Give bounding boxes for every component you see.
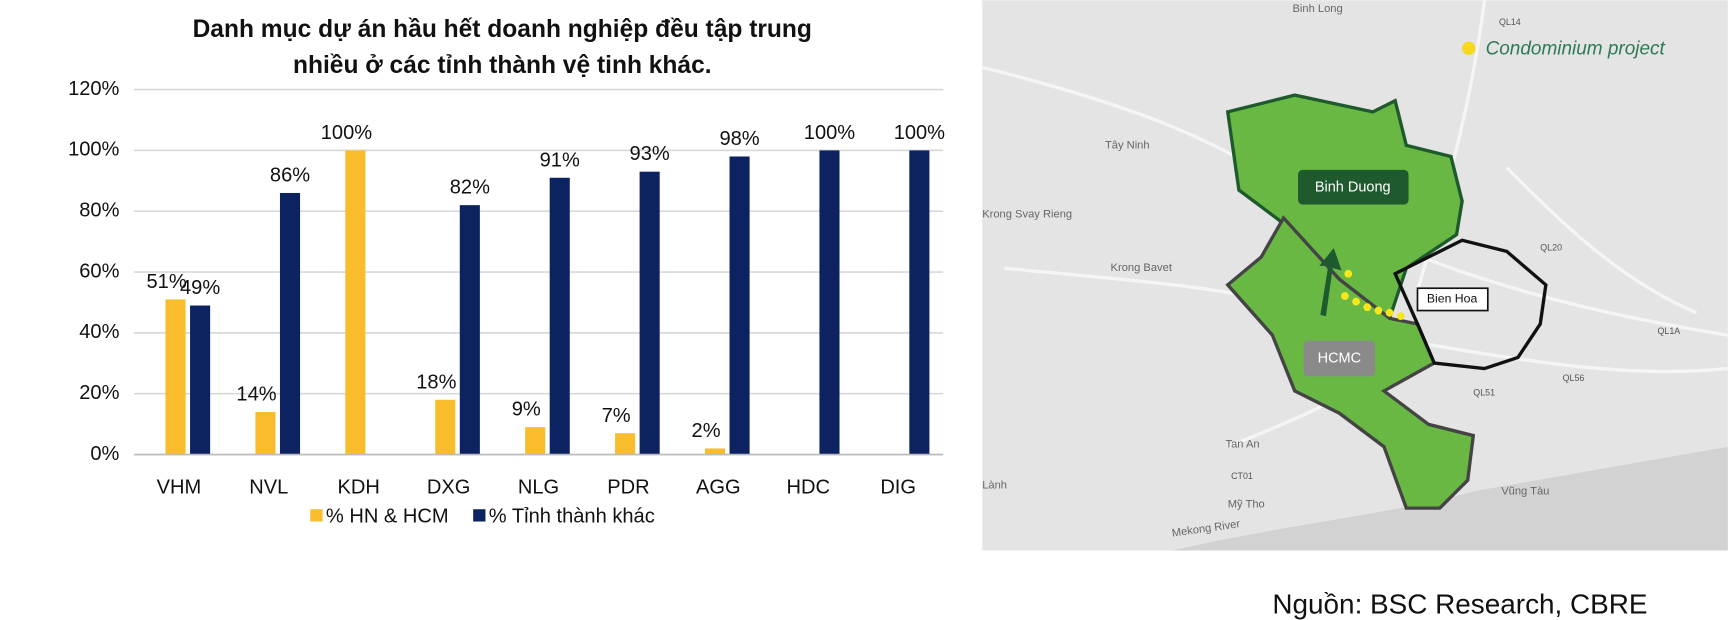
condo-dot: [1344, 269, 1353, 278]
bar: [909, 150, 930, 455]
map-label: Vũng Tàu: [1501, 485, 1549, 497]
road-label: QL56: [1563, 373, 1585, 383]
y-tick-label: 60%: [79, 260, 119, 282]
condo-dot: [1385, 308, 1394, 317]
road: [1505, 166, 1698, 315]
y-tick-label: 100%: [68, 139, 119, 161]
x-tick-label: VHM: [157, 476, 202, 498]
data-label: 100%: [804, 122, 855, 144]
legend-label: % Tỉnh thành khác: [489, 505, 655, 527]
legend-swatch: [473, 509, 486, 522]
bar: [190, 305, 211, 455]
map-label: Lành: [982, 480, 1007, 492]
region-label: HCMC: [1318, 350, 1362, 366]
bar-chart: 0% 20% 40% 60% 80% 100% 120% VHM 51%49% NVL 14% 86%…: [68, 78, 945, 527]
bien-hoa-region: [1392, 238, 1548, 371]
bar: [639, 171, 660, 455]
map-label: Tan An: [1226, 438, 1260, 450]
data-label: 51%: [147, 271, 187, 293]
x-tick-label: DXG: [427, 476, 471, 498]
bar: [459, 205, 480, 455]
data-label: 2%: [692, 420, 721, 442]
map-label: Krong Svay Rieng: [982, 209, 1072, 221]
source: Nguồn: BSC Research, CBRE: [1272, 589, 1647, 620]
data-label: 91%: [540, 149, 580, 171]
data-label: 100%: [894, 122, 945, 144]
condo-dot: [1352, 297, 1361, 306]
map-label: Tây Ninh: [1105, 139, 1150, 151]
condo-dot: [1341, 292, 1349, 300]
map-legend: Condominium project: [1486, 38, 1666, 59]
legend-dot: [1462, 41, 1476, 55]
road-label: QL20: [1540, 242, 1562, 252]
arrow: [1319, 248, 1342, 317]
bar: [279, 192, 301, 455]
y-tick-label: 80%: [79, 200, 119, 222]
x-tick-label: KDH: [338, 476, 380, 498]
y-tick-label: 120%: [68, 78, 119, 100]
region-label: Bien Hoa: [1427, 292, 1478, 306]
legend-label: % HN & HCM: [326, 505, 449, 527]
legend-swatch: [310, 509, 323, 522]
road-label: QL51: [1473, 388, 1495, 398]
bar: [165, 299, 186, 455]
region-label: Binh Duong: [1315, 180, 1391, 196]
x-tick-label: AGG: [696, 476, 741, 498]
bar: [525, 427, 546, 455]
bar: [345, 150, 366, 455]
y-tick-label: 0%: [90, 443, 119, 465]
x-tick-label: NLG: [518, 476, 559, 498]
map-label: Binh Long: [1292, 3, 1342, 15]
bar: [255, 411, 276, 455]
condo-dots: [1341, 269, 1405, 321]
title-box: Danh mục dự án hầu hết doanh nghiệp đều …: [192, 14, 812, 79]
bar: [549, 177, 570, 455]
bar: [704, 448, 726, 455]
data-label: 100%: [321, 122, 372, 144]
region-badge: [1298, 169, 1409, 205]
data-label: 9%: [512, 399, 541, 421]
data-label: 14%: [236, 384, 276, 406]
data-label: 82%: [450, 177, 490, 199]
condo-dot: [1396, 312, 1405, 321]
map-label: Krong Bavet: [1111, 262, 1173, 274]
x-tick-label: HDC: [787, 476, 831, 498]
x-tick-label: DIG: [880, 476, 916, 498]
data-label: 98%: [719, 128, 759, 150]
bar: [435, 399, 456, 455]
condo-dot: [1363, 303, 1372, 312]
y-tick-label: 20%: [79, 382, 119, 404]
data-label: 49%: [180, 277, 220, 299]
bar: [615, 433, 636, 455]
bar: [729, 156, 750, 455]
data-label: 18%: [416, 371, 456, 393]
chart-title: Danh mục dự án hầu hết doanh nghiệp đều …: [192, 14, 812, 79]
region-badge: [1416, 287, 1489, 312]
bar: [819, 150, 840, 455]
road-label: CT01: [1231, 471, 1253, 481]
map-label: Mỹ Tho: [1228, 499, 1265, 511]
data-label: 7%: [602, 405, 631, 427]
road-label: QL14: [1499, 17, 1521, 27]
data-label: 93%: [630, 143, 670, 165]
map: Binh Duong HCMC Bien Hoa Condominium pro…: [981, 0, 1729, 551]
region-badge: [1303, 340, 1376, 377]
y-tick-label: 40%: [79, 321, 119, 343]
data-label: 86%: [270, 165, 310, 187]
road-label: QL1A: [1657, 326, 1680, 336]
x-tick-label: PDR: [607, 476, 649, 498]
x-tick-label: NVL: [249, 476, 288, 498]
condo-dot: [1374, 306, 1383, 315]
